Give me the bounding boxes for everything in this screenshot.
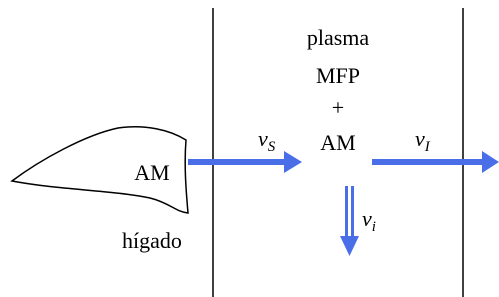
diagram: AM hígado plasma MFP + AM vS vI vi bbox=[0, 0, 499, 297]
liver-label: hígado bbox=[122, 228, 182, 253]
compartment-text: plasma bbox=[307, 25, 370, 50]
compartment-text: AM bbox=[320, 130, 355, 155]
flow-symbol: v bbox=[415, 126, 425, 151]
arrow-head bbox=[482, 151, 499, 173]
arrow-head bbox=[284, 151, 302, 173]
flow-label: vi bbox=[362, 206, 376, 235]
flow-symbol: v bbox=[258, 126, 268, 151]
arrow-shaft bbox=[351, 186, 354, 238]
compartment-text: + bbox=[332, 95, 344, 120]
flow-label: vS bbox=[258, 126, 276, 155]
arrow-head bbox=[340, 236, 359, 256]
flow-label: vI bbox=[415, 126, 431, 155]
flow-subscript: i bbox=[372, 219, 376, 235]
compartment-text: MFP bbox=[316, 63, 360, 88]
flow-symbol: v bbox=[362, 206, 372, 231]
arrow-shaft bbox=[345, 186, 348, 238]
arrows bbox=[188, 151, 499, 256]
flow-subscript: S bbox=[268, 139, 276, 155]
liver-content: AM bbox=[134, 160, 169, 185]
flow-subscript: I bbox=[424, 139, 431, 155]
arrow-shaft bbox=[188, 159, 286, 165]
arrow-shaft bbox=[372, 159, 484, 165]
